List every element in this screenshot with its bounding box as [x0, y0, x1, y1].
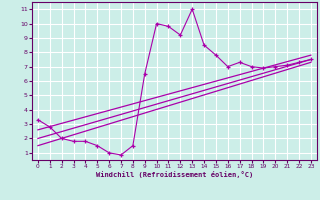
X-axis label: Windchill (Refroidissement éolien,°C): Windchill (Refroidissement éolien,°C)	[96, 171, 253, 178]
